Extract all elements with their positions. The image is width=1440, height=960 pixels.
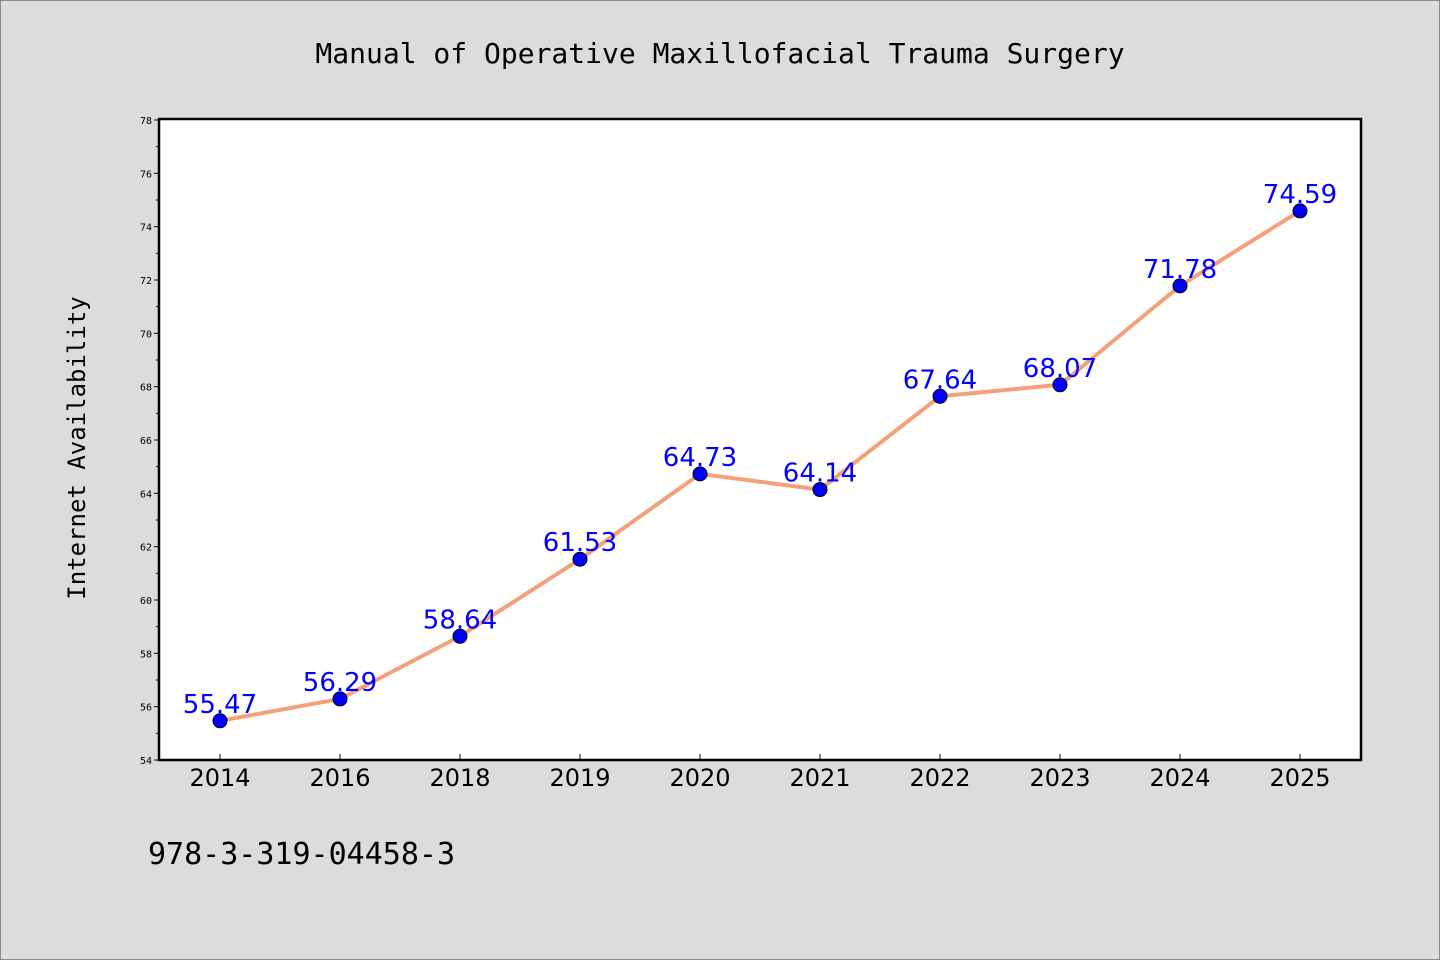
data-label: 55.47 xyxy=(183,690,257,720)
data-point xyxy=(452,628,468,644)
y-tick-label: 74 xyxy=(140,223,152,234)
data-point xyxy=(1292,203,1308,219)
footer-isbn: 978-3-319-04458-3 xyxy=(148,837,455,872)
y-tick-label: 66 xyxy=(140,436,152,447)
x-tick-label: 2020 xyxy=(669,764,730,792)
data-point xyxy=(812,482,828,498)
y-tick-label: 76 xyxy=(140,169,152,180)
data-point xyxy=(332,691,348,707)
data-point xyxy=(1172,278,1188,294)
plot-area xyxy=(159,119,1361,760)
y-tick-label: 62 xyxy=(140,543,152,554)
data-label: 64.73 xyxy=(663,443,737,473)
data-label: 74.59 xyxy=(1263,180,1337,210)
series-line xyxy=(218,208,1302,723)
y-tick-label: 72 xyxy=(140,276,152,287)
x-tick-label: 2019 xyxy=(549,764,610,792)
plot-border xyxy=(157,117,1363,762)
x-tick-label: 2024 xyxy=(1149,764,1210,792)
data-label: 58.64 xyxy=(423,605,497,635)
y-tick-label: 58 xyxy=(140,649,152,660)
y-tick-label: 60 xyxy=(140,596,152,607)
data-point xyxy=(572,551,588,567)
x-axis: 2014 2016 2018 2019 2020 2021 2022 2023 2024 2025 xyxy=(189,754,1331,792)
chart-title: Manual of Operative Maxillofacial Trauma… xyxy=(315,37,1124,70)
y-tick-label: 54 xyxy=(140,756,152,767)
data-label: 67.64 xyxy=(903,365,977,395)
data-label: 71.78 xyxy=(1143,255,1217,285)
data-point xyxy=(212,713,228,729)
x-tick-label: 2021 xyxy=(789,764,850,792)
data-label: 64.14 xyxy=(783,459,857,489)
y-tick-label: 56 xyxy=(140,703,152,714)
y-tick-label: 64 xyxy=(140,489,152,500)
y-tick-label: 78 xyxy=(140,116,152,127)
y-axis-label: Internet Availability xyxy=(63,296,91,599)
x-tick-label: 2016 xyxy=(309,764,370,792)
data-label: 68.07 xyxy=(1023,354,1097,384)
data-point xyxy=(1052,377,1068,393)
x-tick-label: 2018 xyxy=(429,764,490,792)
series-layer: 55.47 56.29 58.64 61.53 64.73 64.14 67.64 68.07… xyxy=(183,180,1337,729)
x-tick-label: 2023 xyxy=(1029,764,1090,792)
x-tick-label: 2022 xyxy=(909,764,970,792)
y-tick-label: 68 xyxy=(140,383,152,394)
data-label: 61.53 xyxy=(543,528,617,558)
y-tick-label: 70 xyxy=(140,329,152,340)
data-point xyxy=(932,388,948,404)
x-tick-label: 2014 xyxy=(189,764,250,792)
data-label: 56.29 xyxy=(303,668,377,698)
x-tick-label: 2025 xyxy=(1269,764,1330,792)
data-point xyxy=(692,466,708,482)
y-axis: 54 56 58 60 62 64 66 68 70 72 74 76 78 xyxy=(140,116,160,767)
